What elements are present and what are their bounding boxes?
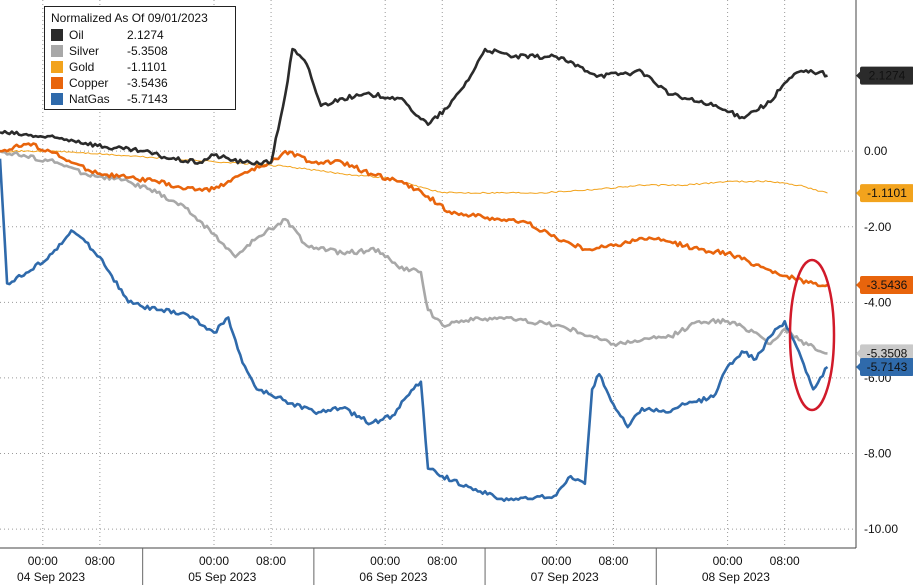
legend-swatch xyxy=(51,77,63,89)
y-tick-label: 0.00 xyxy=(864,144,888,158)
legend-swatch xyxy=(51,29,63,41)
last-value-box-oil xyxy=(860,66,913,85)
x-time-label: 00:00 xyxy=(199,554,229,568)
last-value-label-gold: -1.1101 xyxy=(867,186,907,200)
x-time-label: 08:00 xyxy=(427,554,457,568)
legend-swatch xyxy=(51,45,63,57)
series-line-copper xyxy=(0,142,828,288)
y-tick-label: -4.00 xyxy=(864,295,892,309)
series-line-silver xyxy=(0,149,828,355)
series-line-natgas xyxy=(0,158,829,503)
x-time-label: 08:00 xyxy=(85,554,115,568)
x-time-label: 00:00 xyxy=(713,554,743,568)
x-time-label: 08:00 xyxy=(598,554,628,568)
x-time-label: 00:00 xyxy=(28,554,58,568)
last-value-label-natgas: -5.7143 xyxy=(867,360,908,374)
legend-swatch xyxy=(51,93,63,105)
highlight-ellipse xyxy=(788,258,836,412)
legend-item-natgas: NatGas -5.7143 xyxy=(51,91,229,107)
x-date-label: 04 Sep 2023 xyxy=(17,570,85,584)
legend-series-value: -5.3508 xyxy=(127,44,168,58)
legend-swatch xyxy=(51,61,63,73)
last-value-box-copper xyxy=(860,275,913,294)
last-value-box-natgas xyxy=(860,357,913,376)
x-time-label: 08:00 xyxy=(256,554,286,568)
y-tick-label: -2.00 xyxy=(864,220,892,234)
legend-series-name: Oil xyxy=(69,28,84,42)
legend-series-name: Gold xyxy=(69,60,95,74)
x-time-label: 08:00 xyxy=(770,554,800,568)
x-time-label: 00:00 xyxy=(370,554,400,568)
last-value-label-oil: 2.1274 xyxy=(869,69,906,83)
x-date-label: 08 Sep 2023 xyxy=(702,570,770,584)
y-tick-label: -10.00 xyxy=(864,522,898,536)
legend-series-value: -3.5436 xyxy=(127,76,168,90)
x-time-label: 00:00 xyxy=(541,554,571,568)
y-tick-label: -8.00 xyxy=(864,447,892,461)
last-value-label-silver: -5.3508 xyxy=(867,346,908,360)
x-date-label: 06 Sep 2023 xyxy=(359,570,427,584)
legend-series-value: 2.1274 xyxy=(127,28,164,42)
legend-item-silver: Silver -5.3508 xyxy=(51,43,229,59)
legend-item-gold: Gold -1.1101 xyxy=(51,59,229,75)
series-line-gold xyxy=(0,149,828,194)
x-date-label: 05 Sep 2023 xyxy=(188,570,256,584)
legend-title: Normalized As Of 09/01/2023 xyxy=(51,11,208,25)
last-value-label-copper: -3.5436 xyxy=(867,278,908,292)
legend: Normalized As Of 09/01/2023 Oil 2.1274 Sil… xyxy=(44,6,236,110)
legend-item-copper: Copper -3.5436 xyxy=(51,75,229,91)
legend-series-name: Copper xyxy=(69,76,109,90)
series-line-oil xyxy=(0,47,828,166)
legend-series-value: -5.7143 xyxy=(127,92,168,106)
legend-series-name: NatGas xyxy=(69,92,110,106)
legend-item-oil: Oil 2.1274 xyxy=(51,27,229,43)
legend-series-value: -1.1101 xyxy=(127,60,167,74)
last-value-box-silver xyxy=(860,344,913,363)
x-date-label: 07 Sep 2023 xyxy=(531,570,599,584)
legend-rows: Oil 2.1274 Silver -5.3508 Gold -1.1101 Copper -… xyxy=(51,27,229,107)
last-value-box-gold xyxy=(860,184,913,203)
legend-series-name: Silver xyxy=(69,44,100,58)
